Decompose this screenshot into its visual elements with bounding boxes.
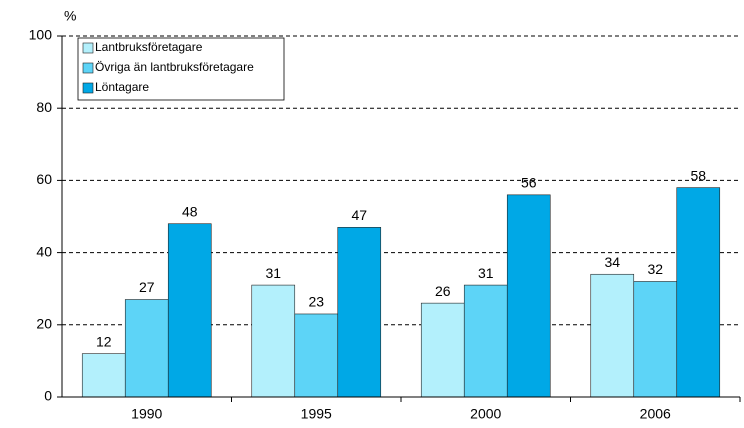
data-label: 34 [604, 254, 620, 270]
data-label: 47 [351, 207, 367, 223]
data-label: 27 [139, 279, 155, 295]
data-label: 12 [96, 333, 112, 349]
y-tick-label: 40 [36, 243, 52, 259]
y-tick-label: 0 [44, 388, 52, 404]
bar [124, 299, 169, 398]
data-label: 56 [521, 175, 537, 191]
legend-label: Lantbruksföretagare [95, 40, 203, 54]
bar [420, 302, 465, 398]
x-tick-label: 1995 [301, 406, 332, 422]
bar [676, 187, 721, 398]
data-label: 48 [182, 203, 198, 219]
x-tick-label: 2000 [470, 406, 501, 422]
data-label: 31 [478, 265, 494, 281]
y-tick-label: 60 [36, 171, 52, 187]
bar [633, 281, 678, 398]
bar [294, 313, 339, 398]
bar [81, 353, 126, 398]
legend-swatch [82, 82, 94, 94]
data-label: 58 [690, 167, 706, 183]
y-unit: % [64, 8, 76, 24]
bar [590, 273, 635, 398]
legend-box [77, 37, 285, 101]
legend-label: Löntagare [95, 80, 149, 94]
y-tick-label: 20 [36, 316, 52, 332]
legend-label: Övriga än lantbruksföretagare [95, 60, 254, 74]
legend-swatch [82, 62, 94, 74]
bar [167, 223, 212, 398]
data-label: 32 [647, 261, 663, 277]
legend-swatch [82, 42, 94, 54]
x-tick-label: 2006 [640, 406, 671, 422]
data-label: 31 [265, 265, 281, 281]
data-label: 23 [308, 294, 324, 310]
bar [337, 227, 382, 398]
bar [463, 284, 508, 398]
bar [251, 284, 296, 398]
legend: Lantbruksföretagare Övriga än lantbruksfö… [77, 37, 285, 101]
y-tick-label: 100 [29, 27, 53, 43]
y-tick-label: 80 [36, 99, 52, 115]
data-label: 26 [435, 283, 451, 299]
x-tick-label: 1990 [131, 406, 162, 422]
bar [506, 194, 551, 398]
